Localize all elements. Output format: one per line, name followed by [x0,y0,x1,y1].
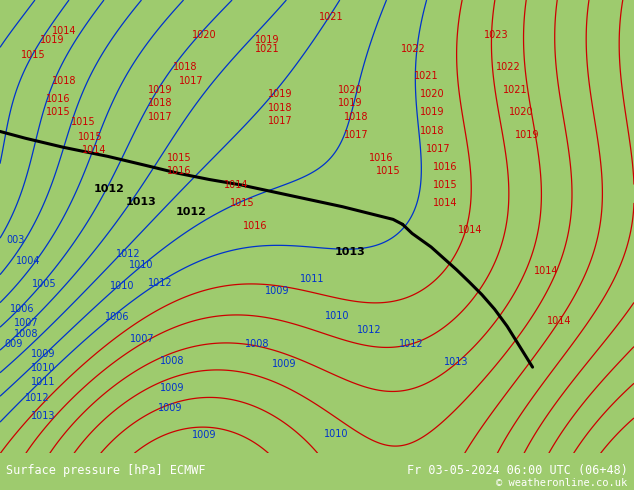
Text: 1009: 1009 [31,349,55,360]
Text: 1015: 1015 [230,198,254,208]
Text: 1017: 1017 [344,130,368,140]
Text: 1011: 1011 [300,274,324,284]
Text: 1012: 1012 [94,184,124,195]
Text: 1014: 1014 [547,316,571,326]
Text: 1009: 1009 [192,430,216,440]
Text: 1019: 1019 [148,85,172,95]
Text: © weatheronline.co.uk: © weatheronline.co.uk [496,478,628,488]
Text: 1010: 1010 [110,281,134,292]
Text: 1012: 1012 [148,278,172,288]
Text: 1017: 1017 [268,117,292,126]
Text: 1019: 1019 [256,35,280,45]
Text: 1019: 1019 [40,35,64,45]
Text: 1018: 1018 [53,75,77,86]
Text: 1013: 1013 [335,246,365,257]
Text: 1013: 1013 [31,411,55,421]
Text: Fr 03-05-2024 06:00 UTC (06+48): Fr 03-05-2024 06:00 UTC (06+48) [407,464,628,477]
Text: 1016: 1016 [46,94,70,104]
Text: 1013: 1013 [444,357,469,367]
Text: 1021: 1021 [319,12,343,22]
Text: 1019: 1019 [268,89,292,99]
Text: 1014: 1014 [534,266,559,276]
Text: 1008: 1008 [160,356,184,366]
Text: 1019: 1019 [338,98,362,108]
Text: 1012: 1012 [357,325,381,335]
Text: 1010: 1010 [325,311,349,321]
Text: 003: 003 [7,235,25,245]
Text: 1019: 1019 [420,107,444,118]
Text: 1023: 1023 [484,30,508,40]
Text: 1005: 1005 [32,279,56,289]
Text: 1007: 1007 [131,334,155,344]
Text: 1018: 1018 [148,98,172,108]
Text: 1008: 1008 [15,329,39,340]
Text: 1012: 1012 [176,207,207,217]
Text: 1020: 1020 [420,89,444,99]
Text: 1009: 1009 [158,403,182,413]
Text: 1016: 1016 [167,166,191,176]
Text: 1015: 1015 [376,166,400,176]
Text: 1020: 1020 [338,85,362,95]
Text: 1017: 1017 [427,144,451,154]
Text: 1015: 1015 [433,180,457,190]
Text: 1021: 1021 [256,44,280,54]
Text: 1018: 1018 [420,125,444,136]
Text: 009: 009 [5,340,23,349]
Text: 1018: 1018 [268,103,292,113]
Text: 1006: 1006 [105,312,129,322]
Text: 1015: 1015 [72,118,96,127]
Text: Surface pressure [hPa] ECMWF: Surface pressure [hPa] ECMWF [6,464,206,477]
Text: 1022: 1022 [401,44,426,54]
Text: 1014: 1014 [82,146,106,155]
Text: 1008: 1008 [245,339,269,348]
Text: 1020: 1020 [192,30,216,40]
Text: 1017: 1017 [148,112,172,122]
Text: 1015: 1015 [78,132,102,142]
Text: 1017: 1017 [179,75,204,86]
Text: 1010: 1010 [129,260,153,270]
Text: 1009: 1009 [266,286,290,296]
Text: 1013: 1013 [126,196,156,207]
Text: 1021: 1021 [503,85,527,95]
Text: 1010: 1010 [324,429,348,439]
Text: 1007: 1007 [15,318,39,328]
Text: 1012: 1012 [25,393,49,403]
Text: 1020: 1020 [509,107,533,118]
Text: 1012: 1012 [399,339,423,348]
Text: 1009: 1009 [272,359,296,369]
Text: 1014: 1014 [53,26,77,36]
Text: 1022: 1022 [496,62,521,72]
Text: 1009: 1009 [160,383,184,392]
Text: 1014: 1014 [458,225,482,235]
Text: 1021: 1021 [414,71,438,81]
Text: 1014: 1014 [433,198,457,208]
Text: 1018: 1018 [344,112,368,122]
Text: 1012: 1012 [116,249,140,259]
Text: 1016: 1016 [370,153,394,163]
Text: 1011: 1011 [31,377,55,387]
Text: 1016: 1016 [243,220,267,231]
Text: 1018: 1018 [173,62,197,72]
Text: 1014: 1014 [224,180,248,190]
Text: 1016: 1016 [433,162,457,172]
Text: 1019: 1019 [515,130,540,140]
Text: 1015: 1015 [46,107,70,118]
Text: 1015: 1015 [21,50,45,60]
Text: 1004: 1004 [16,256,41,266]
Text: 1010: 1010 [31,363,55,373]
Text: 1006: 1006 [10,304,34,314]
Text: 1015: 1015 [167,153,191,163]
